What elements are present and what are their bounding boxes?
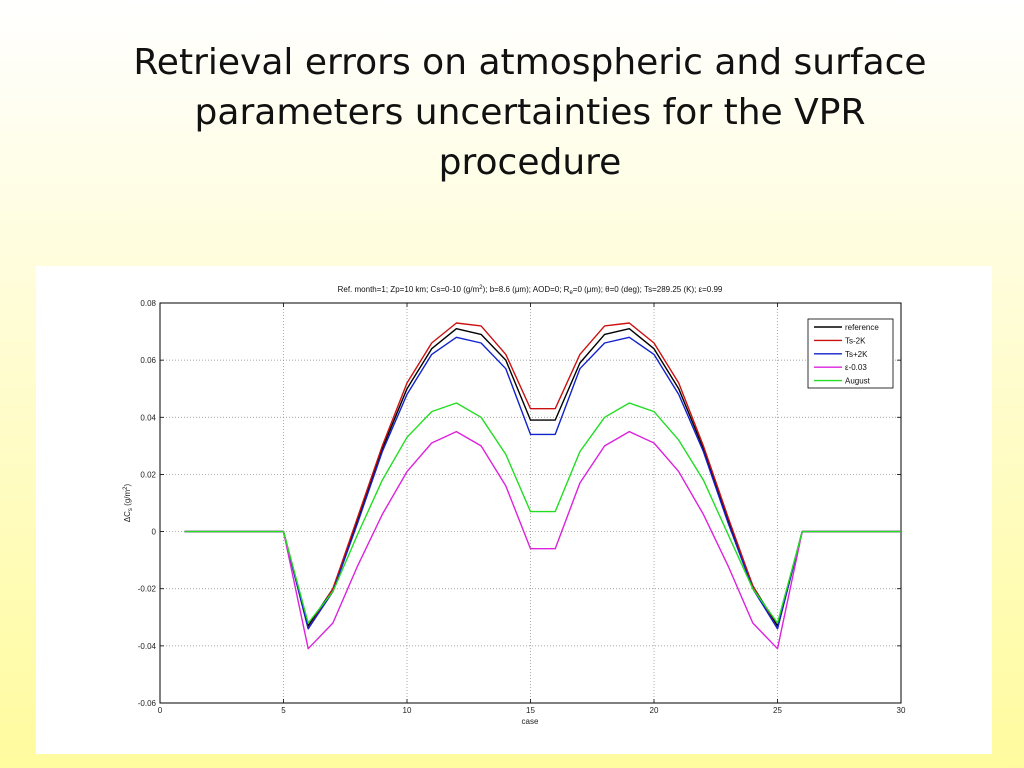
chart-title-part-a: Ref. month=1; Zp=10 km; Cs=0-10 (g/m [338,285,480,294]
x-tick-label: 0 [158,706,163,715]
y-tick-label: 0.06 [140,356,156,365]
chart-title-part-c: =0 (μm); θ=0 (deg); Ts=289.25 (K); ε=0.9… [573,285,723,294]
line-chart: Ref. month=1; Zp=10 km; Cs=0-10 (g/m2); … [123,285,906,726]
legend-label: Ts-2K [845,336,866,345]
slide-title-line-2: parameters uncertainties for the VPR [194,92,866,133]
x-tick-label: 20 [650,706,659,715]
legend-label: Ts+2K [845,350,868,359]
y-tick-label: 0.04 [140,413,156,422]
slide-title-line-3: procedure [438,142,622,183]
y-tick-label: -0.04 [138,642,157,651]
y-tick-label: 0.08 [140,299,156,308]
series-line-2 [184,336,901,630]
y-label-part-b: (g/m [123,490,132,509]
x-tick-label: 25 [773,706,782,715]
chart-title: Ref. month=1; Zp=10 km; Cs=0-10 (g/m2); … [338,285,723,296]
x-tick-label: 10 [403,706,412,715]
slide-title-line-1: Retrieval errors on atmospheric and surf… [133,42,927,83]
x-tick-label: 30 [897,706,906,715]
chart-title-part-b: ); b=8.6 (μm); AOD=0; R [483,285,570,294]
y-axis-label: ΔCs (g/m2) [123,483,134,522]
chart-title-sup: 2 [479,285,483,291]
y-tick-label: 0.02 [140,470,156,479]
y-tick-label: 0 [152,528,157,537]
y-tick-label: -0.02 [138,585,157,594]
legend: reference Ts-2K Ts+2K ε-0.03 August [807,318,894,389]
y-label-sub: s [128,508,134,511]
x-tick-label: 5 [281,706,286,715]
x-tick-label: 15 [526,706,535,715]
slide-title: Retrieval errors on atmospheric and surf… [100,38,960,188]
figure-panel: Ref. month=1; Zp=10 km; Cs=0-10 (g/m2); … [36,266,992,754]
chart-title-sub: e [569,290,573,296]
axis-ticks: 0 5 10 15 20 25 30 -0.06 -0.04 -0.02 0 0.02 0.04 0.06… [138,299,906,715]
legend-label: ε-0.03 [845,363,867,372]
series-line-3 [184,430,901,650]
series-line-4 [184,402,901,624]
y-label-sup: 2 [123,486,129,490]
y-tick-label: -0.06 [138,699,157,708]
series-lines [184,322,901,650]
x-axis-label: case [522,717,539,726]
y-label-part-c: ) [123,483,132,486]
legend-label: August [845,377,871,386]
y-label-part-a: ΔC [123,511,132,522]
legend-label: reference [845,323,879,332]
